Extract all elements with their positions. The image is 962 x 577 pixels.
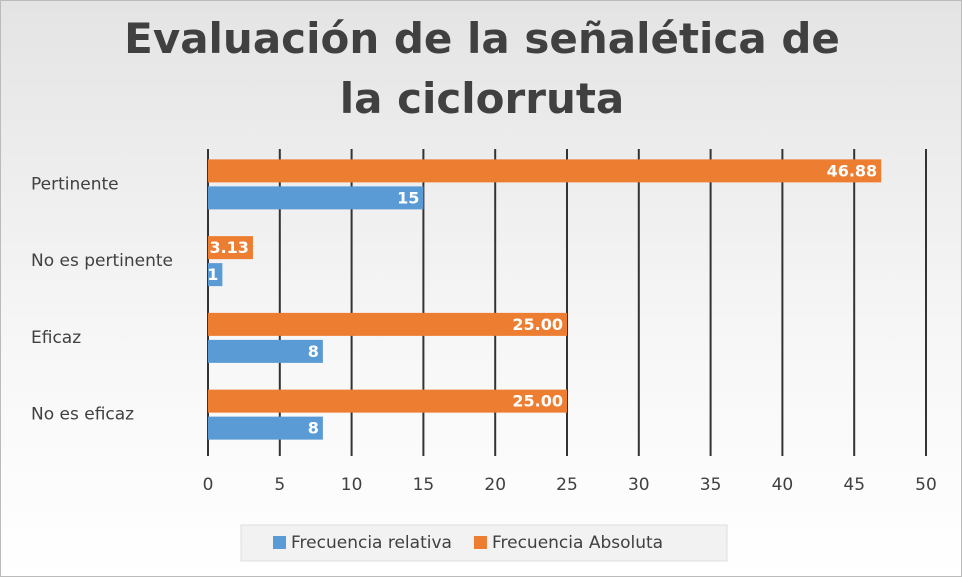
bar	[208, 159, 882, 183]
y-tick-label: No es eficaz	[31, 405, 134, 425]
value-label: 25.00	[512, 315, 563, 334]
bar	[208, 186, 424, 210]
chart-title: Evaluación de la señalética de la ciclor…	[124, 14, 840, 123]
bar	[208, 236, 253, 260]
legend-label: Frecuencia Absoluta	[492, 533, 663, 553]
value-label: 25.00	[512, 392, 563, 411]
value-label: 8	[308, 419, 319, 438]
y-tick-label: No es pertinente	[31, 251, 173, 271]
x-tick-label: 5	[274, 475, 285, 495]
x-tick-label: 45	[843, 475, 865, 495]
bar	[208, 312, 567, 336]
x-tick-label: 25	[556, 475, 578, 495]
y-tick-label: Pertinente	[31, 174, 119, 194]
x-tick-label: 20	[484, 475, 506, 495]
bar	[208, 263, 223, 287]
x-tick-label: 35	[700, 475, 722, 495]
legend-label: Frecuencia relativa	[291, 533, 452, 553]
value-label: 46.88	[827, 161, 878, 180]
value-label: 8	[308, 342, 319, 361]
bar	[208, 416, 323, 440]
x-tick-label: 30	[628, 475, 650, 495]
x-tick-label: 10	[341, 475, 363, 495]
value-label: 15	[397, 188, 419, 207]
legend-swatch	[473, 536, 487, 549]
bar	[208, 339, 323, 363]
legend-swatch	[273, 536, 286, 549]
x-tick-label: 0	[203, 475, 214, 495]
value-label: 3.13	[209, 238, 248, 257]
bar	[208, 389, 567, 413]
y-tick-label: Eficaz	[31, 328, 81, 348]
value-label: 1	[207, 265, 218, 284]
x-tick-label: 50	[915, 475, 937, 495]
x-tick-label: 15	[413, 475, 435, 495]
x-tick-label: 40	[772, 475, 794, 495]
